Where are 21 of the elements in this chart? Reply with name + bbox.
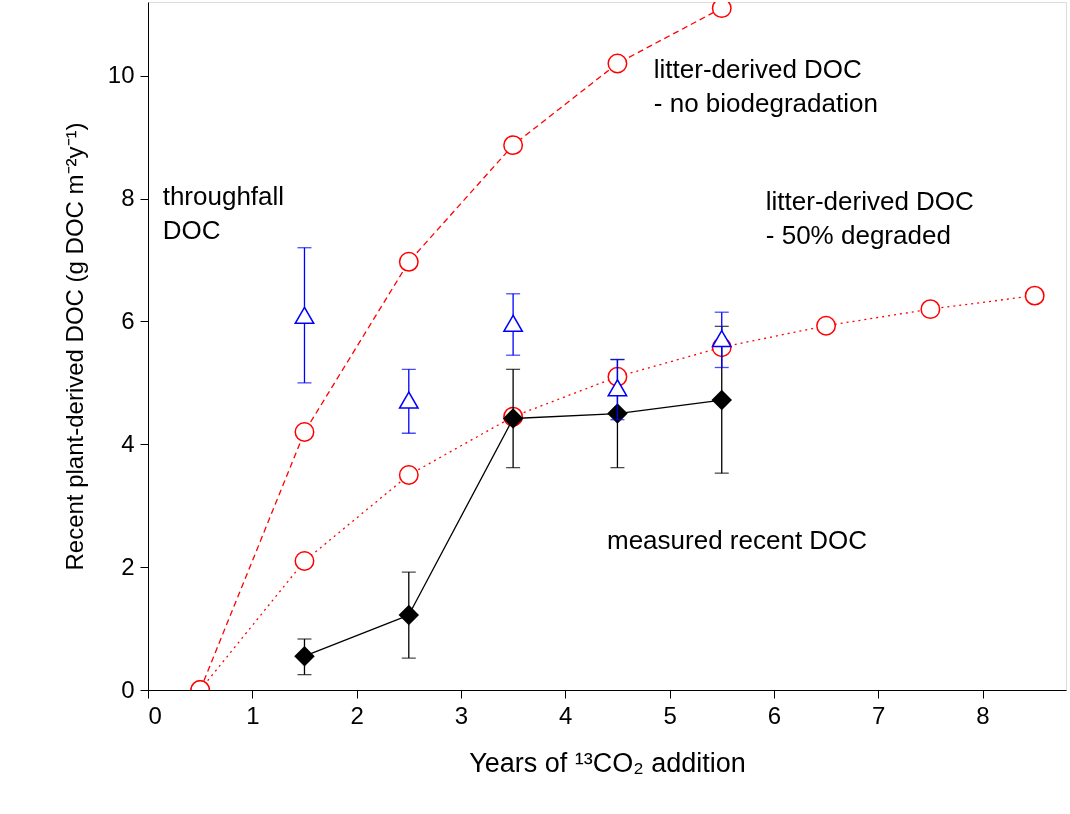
x-tick-label: 4 [559, 701, 573, 729]
annotation: litter-derived DOC - no biodegradation [653, 54, 878, 119]
annotation: throughfall DOC [162, 181, 285, 246]
y-tick-label: 2 [121, 552, 135, 580]
x-tick-label: 8 [976, 701, 990, 729]
x-tick-label: 2 [350, 701, 364, 729]
annotation: litter-derived DOC - 50% degraded [765, 186, 974, 251]
y-tick-label: 6 [121, 306, 135, 334]
x-tick-label: 3 [454, 701, 469, 729]
x-tick-label: 7 [872, 701, 886, 729]
x-tick-label: 0 [148, 701, 162, 729]
x-tick-label: 1 [246, 701, 260, 729]
y-tick-label: 10 [107, 61, 135, 89]
x-tick-label: 5 [663, 701, 677, 729]
y-axis-title: Recent plant-derived DOC (g DOC m⁻²y⁻¹) [60, 122, 88, 571]
annotation: measured recent DOC [607, 525, 868, 556]
y-tick-label: 4 [121, 429, 135, 457]
y-tick-label: 0 [121, 675, 135, 703]
y-tick-label: 8 [121, 184, 135, 212]
x-tick-label: 6 [767, 701, 782, 729]
x-axis-title: Years of ¹³CO₂ addition [469, 747, 746, 778]
